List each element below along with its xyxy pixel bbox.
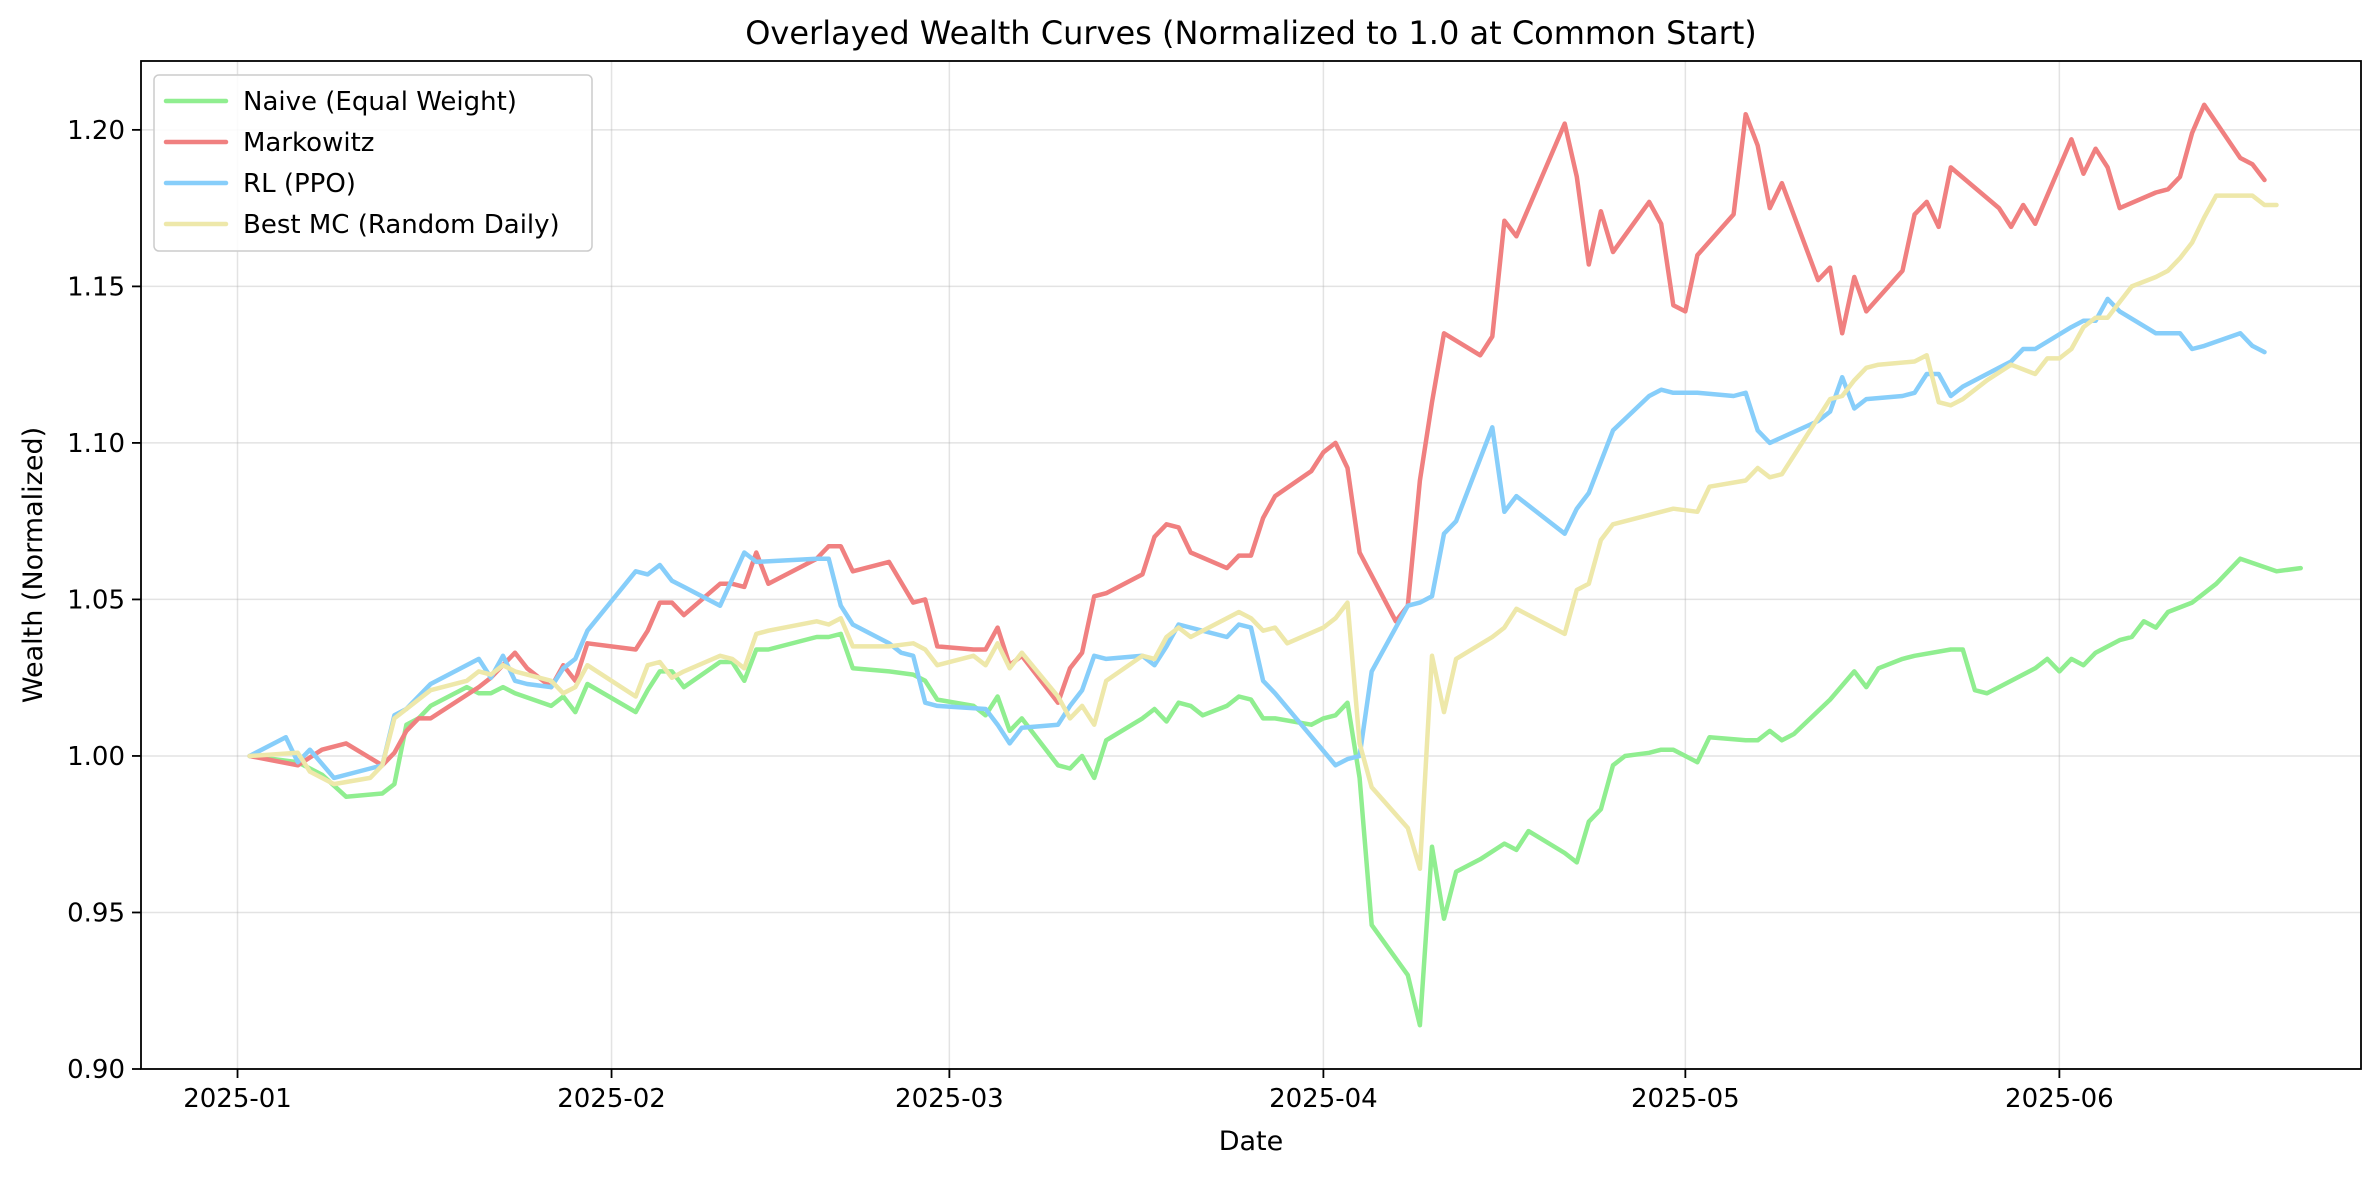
plot-frame [140, 60, 2362, 1070]
x-tick-label: 2025-04 [1269, 1084, 1378, 1114]
y-tick-label: 0.95 [67, 898, 125, 928]
y-tick-label: 0.90 [67, 1055, 125, 1085]
x-tick-label: 2025-06 [2005, 1084, 2114, 1114]
x-tick-label: 2025-05 [1631, 1084, 1740, 1114]
legend-label-rl-ppo: RL (PPO) [243, 169, 356, 199]
x-tick-label: 2025-03 [895, 1084, 1004, 1114]
series-line-naive-equal-weight [247, 556, 2303, 1028]
y-axis-label: Wealth (Normalized) [18, 427, 49, 703]
y-tick-label: 1.20 [67, 116, 125, 146]
y-tick-label: 1.05 [67, 585, 125, 615]
y-tick-label: 1.15 [67, 272, 125, 302]
legend-label-best-mc: Best MC (Random Daily) [243, 210, 560, 240]
y-tick-label: 1.10 [67, 429, 125, 459]
legend-label-naive: Naive (Equal Weight) [243, 87, 517, 117]
y-tick-label: 1.00 [67, 742, 125, 772]
series-line-rl-ppo [247, 296, 2267, 781]
x-tick-label: 2025-01 [183, 1084, 292, 1114]
chart-title: Overlayed Wealth Curves (Normalized to 1… [745, 14, 1757, 52]
axes: 2025-01 2025-02 2025-03 2025-04 2025-05 2025-… [67, 116, 2114, 1114]
legend-label-markowitz: Markowitz [243, 128, 374, 158]
series-line-best-mc-random-daily [247, 193, 2279, 871]
series-lines [247, 102, 2303, 1028]
legend-box [153, 74, 593, 252]
series-line-markowitz [247, 102, 2267, 768]
x-axis-label: Date [1219, 1126, 1284, 1157]
legend: Naive (Equal Weight) Markowitz RL (PPO) … [153, 74, 593, 252]
x-tick-label: 2025-02 [557, 1084, 666, 1114]
